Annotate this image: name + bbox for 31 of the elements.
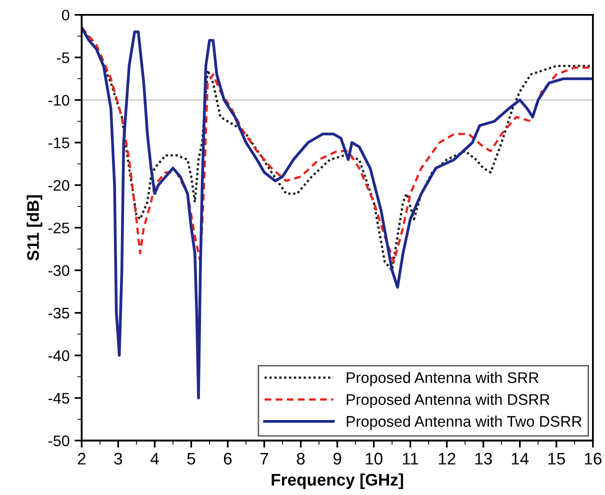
x-tick-label: 12 (438, 452, 456, 464)
legend-label: Proposed Antenna with DSRR (346, 394, 550, 408)
y-axis-title: S11 [dB] (26, 195, 42, 261)
x-tick-label: 4 (150, 452, 159, 464)
x-axis-title: Frequency [GHz] (272, 473, 404, 489)
y-tick-label: -5 (56, 52, 70, 64)
y-tick-label: -35 (48, 308, 70, 319)
x-tick-label: 7 (260, 452, 268, 464)
x-tick-label: 2 (78, 452, 86, 464)
x-tick-label: 5 (187, 452, 196, 465)
y-tick-label: -40 (48, 350, 70, 362)
y-tick-label: 0 (62, 10, 70, 21)
x-tick-label: 8 (296, 452, 305, 465)
y-tick-label: -25 (48, 222, 70, 234)
x-tick-label: 13 (475, 452, 492, 465)
x-tick-label: 3 (114, 452, 122, 465)
y-tick-label: -45 (48, 393, 70, 404)
y-tick-label: -50 (48, 435, 70, 446)
x-tick-label: 6 (224, 452, 232, 465)
x-tick-label: 14 (512, 452, 529, 464)
x-tick-label: 11 (402, 452, 418, 464)
y-tick-label: -15 (48, 138, 70, 148)
x-tick-label: 10 (366, 452, 382, 465)
y-tick-label: -10 (48, 94, 70, 106)
legend-label: Proposed Antenna with Two DSRR (346, 416, 582, 430)
x-tick-label: 9 (333, 452, 342, 465)
legend-label: Proposed Antenna with SRR (346, 372, 538, 386)
x-tick-label: 15 (548, 452, 565, 465)
y-tick-label: -30 (48, 265, 70, 276)
y-tick-label: -20 (48, 180, 70, 191)
x-tick-label: 16 (584, 452, 602, 465)
